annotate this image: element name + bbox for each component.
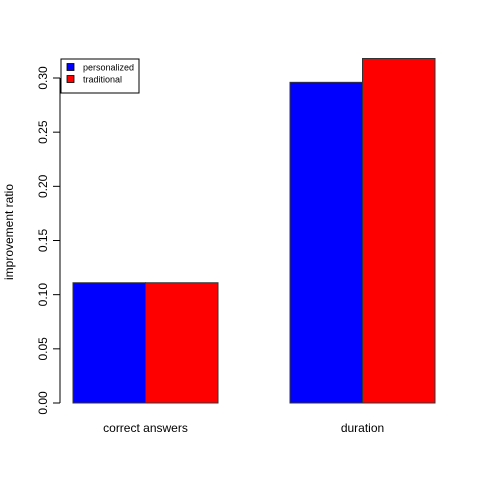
- legend-swatch-personalized: [66, 63, 75, 71]
- y-tick-label: 0.00: [36, 391, 50, 415]
- y-tick-label: 0.05: [36, 337, 50, 361]
- y-axis: 0.00 0.05 0.10 0.15 0.20 0.25 0.30: [36, 66, 61, 415]
- y-tick-label: 0.20: [36, 174, 50, 198]
- y-tick-label: 0.25: [36, 120, 50, 144]
- legend-label-personalized: personalized: [83, 63, 134, 73]
- legend-label-traditional: traditional: [83, 75, 122, 85]
- bars: [72, 58, 436, 404]
- y-tick-label: 0.30: [36, 66, 50, 90]
- bar-traditional-0: [145, 282, 219, 404]
- bar-personalized-1: [289, 81, 363, 404]
- y-axis-label: improvement ratio: [2, 184, 16, 280]
- legend-swatch-traditional: [66, 75, 75, 83]
- legend: personalized traditional: [60, 58, 140, 94]
- y-tick-label: 0.10: [36, 283, 50, 307]
- bar-personalized-0: [72, 282, 146, 404]
- x-axis-labels: correct answers duration: [103, 421, 384, 435]
- x-tick-label: correct answers: [103, 421, 188, 435]
- y-tick-label: 0.15: [36, 228, 50, 252]
- bar-traditional-1: [362, 58, 436, 404]
- x-tick-label: duration: [341, 421, 384, 435]
